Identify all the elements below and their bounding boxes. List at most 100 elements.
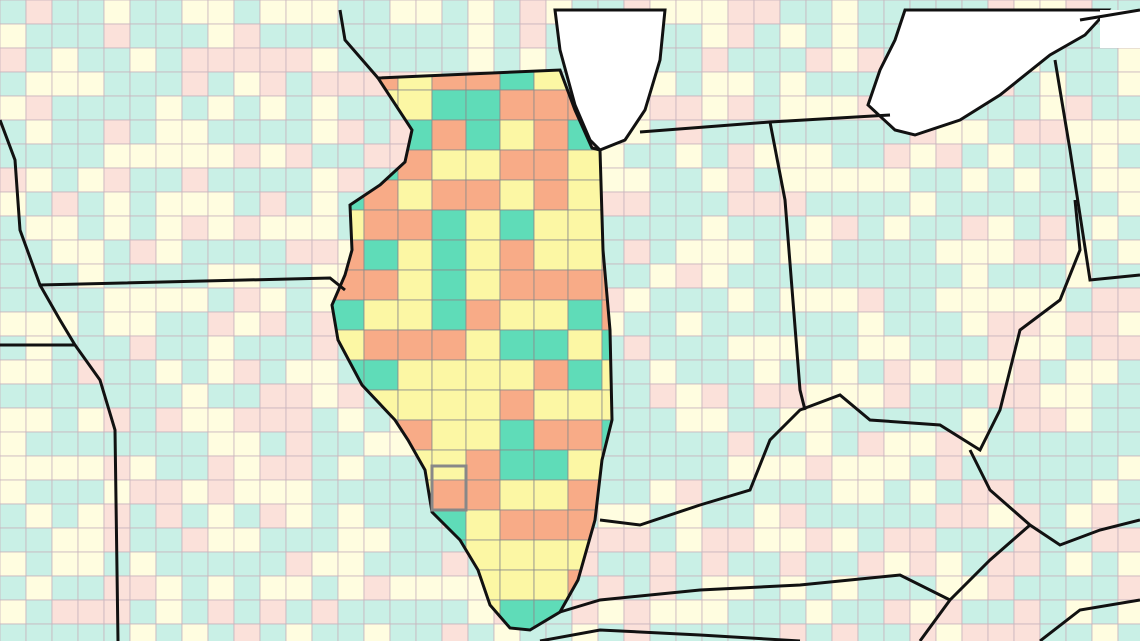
county [987, 551, 1015, 577]
county [337, 575, 365, 601]
county [805, 119, 833, 145]
county [649, 431, 677, 457]
county [675, 167, 703, 193]
county [779, 623, 807, 641]
county [909, 215, 937, 241]
county [259, 599, 287, 625]
county [207, 0, 235, 25]
county [987, 191, 1015, 217]
county [1091, 71, 1119, 97]
county [649, 359, 677, 385]
county [701, 359, 729, 385]
county [207, 431, 235, 457]
county [675, 527, 703, 553]
county [533, 539, 569, 571]
county [1117, 119, 1140, 145]
county [533, 209, 569, 241]
county [207, 359, 235, 385]
county [311, 359, 339, 385]
county [259, 0, 287, 25]
county [805, 575, 833, 601]
county [259, 23, 287, 49]
county [1091, 383, 1119, 409]
county [181, 335, 209, 361]
county [441, 47, 469, 73]
county [311, 527, 339, 553]
county [727, 551, 755, 577]
county [25, 23, 53, 49]
county [701, 95, 729, 121]
county [649, 167, 677, 193]
county [129, 0, 157, 25]
county [337, 167, 365, 193]
county [1039, 503, 1067, 529]
county [675, 311, 703, 337]
county [103, 23, 131, 49]
county [1091, 575, 1119, 601]
county [207, 407, 235, 433]
county [181, 23, 209, 49]
county [1065, 47, 1093, 73]
county [155, 527, 183, 553]
county [961, 143, 989, 169]
county [675, 263, 703, 289]
county [311, 143, 339, 169]
county [1013, 191, 1041, 217]
county [909, 527, 937, 553]
county [129, 359, 157, 385]
county [337, 551, 365, 577]
county [701, 71, 729, 97]
county [0, 191, 27, 217]
county [129, 47, 157, 73]
county [779, 167, 807, 193]
county [727, 527, 755, 553]
county [431, 179, 467, 211]
county [935, 191, 963, 217]
county [567, 359, 603, 391]
county [1091, 167, 1119, 193]
county [77, 407, 105, 433]
county [285, 599, 313, 625]
county [129, 287, 157, 313]
county [779, 407, 807, 433]
county [499, 539, 535, 571]
county [129, 599, 157, 625]
county [0, 287, 27, 313]
county [649, 95, 677, 121]
county [883, 623, 911, 641]
county [533, 509, 569, 541]
county [155, 407, 183, 433]
county [1013, 287, 1041, 313]
county [25, 215, 53, 241]
county [779, 455, 807, 481]
county [499, 509, 535, 541]
county [857, 599, 885, 625]
county [831, 455, 859, 481]
county [363, 209, 399, 241]
county [77, 383, 105, 409]
county [181, 0, 209, 25]
county [701, 599, 729, 625]
county [727, 455, 755, 481]
county [675, 47, 703, 73]
county [363, 455, 391, 481]
county [597, 479, 625, 505]
county [181, 167, 209, 193]
county [675, 239, 703, 265]
county [831, 359, 859, 385]
county [831, 47, 859, 73]
county [467, 623, 495, 641]
county [883, 215, 911, 241]
county [285, 0, 313, 25]
county [623, 215, 651, 241]
county [701, 263, 729, 289]
county [233, 623, 261, 641]
county [1013, 383, 1041, 409]
county [961, 239, 989, 265]
county [857, 215, 885, 241]
county [701, 239, 729, 265]
county [233, 455, 261, 481]
county [337, 47, 365, 73]
county [1013, 623, 1041, 641]
county [415, 47, 443, 73]
